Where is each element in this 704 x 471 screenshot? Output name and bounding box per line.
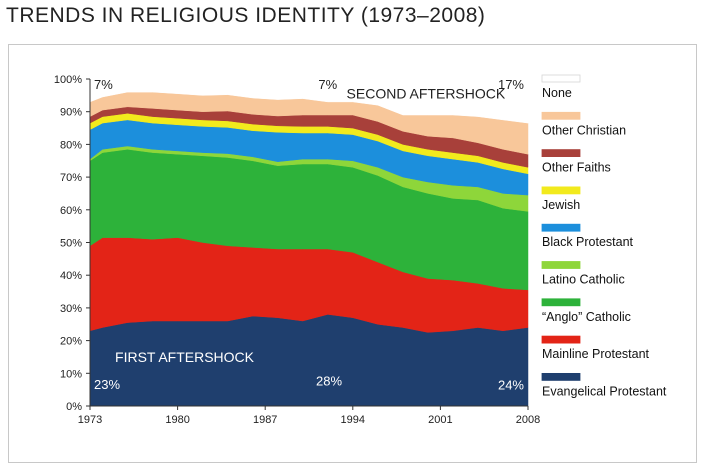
y-tick-label: 20%	[60, 336, 82, 348]
legend-label-other-christian: Other Christian	[542, 123, 626, 137]
y-tick-label: 70%	[60, 172, 82, 184]
data-label: 7%	[318, 77, 337, 92]
y-tick-label: 50%	[60, 238, 82, 250]
page-title: TRENDS IN RELIGIOUS IDENTITY (1973–2008)	[6, 4, 486, 27]
y-tick-label: 60%	[60, 205, 82, 217]
data-label: 7%	[94, 77, 113, 92]
legend-swatch-latino-catholic	[541, 261, 581, 269]
y-tick-label: 0%	[66, 401, 82, 413]
data-label: 17%	[498, 77, 524, 92]
legend-swatch-other-christian	[541, 111, 581, 120]
legend-swatch-anglo-catholic	[541, 298, 581, 307]
y-tick-label: 90%	[60, 107, 82, 119]
legend-swatch-other-faiths	[541, 149, 581, 158]
legend-label-black-protestant: Black Protestant	[542, 235, 634, 249]
annotation-second-aftershock: SECOND AFTERSHOCK	[347, 86, 506, 102]
legend-swatch-black-protestant	[541, 223, 581, 232]
legend-label-mainline-protestant: Mainline Protestant	[542, 347, 650, 361]
data-label: 28%	[316, 373, 342, 388]
x-tick-label: 1980	[165, 414, 189, 426]
legend-label-other-faiths: Other Faiths	[542, 161, 611, 175]
data-label: 24%	[498, 377, 524, 392]
legend-label-none: None	[542, 86, 572, 100]
y-tick-label: 80%	[60, 139, 82, 151]
legend-label-latino-catholic: Latino Catholic	[542, 273, 625, 287]
y-tick-label: 40%	[60, 270, 82, 282]
legend-label-evangelical-protestant: Evangelical Protestant	[542, 384, 667, 398]
legend-swatch-mainline-protestant	[541, 335, 581, 344]
x-tick-label: 1994	[341, 414, 365, 426]
y-tick-label: 10%	[60, 368, 82, 380]
data-label: 23%	[94, 377, 120, 392]
legend-label-anglo-catholic: “Anglo” Catholic	[542, 310, 631, 324]
x-tick-label: 2008	[516, 414, 540, 426]
legend-label-jewish: Jewish	[542, 198, 580, 212]
x-tick-label: 1987	[253, 414, 277, 426]
x-tick-label: 1973	[78, 414, 102, 426]
x-tick-label: 2001	[428, 414, 452, 426]
y-tick-label: 100%	[54, 74, 82, 86]
area-none	[89, 78, 529, 124]
legend-swatch-none	[541, 74, 581, 83]
y-tick-label: 30%	[60, 303, 82, 315]
legend-swatch-jewish	[541, 186, 581, 195]
annotation-first-aftershock: FIRST AFTERSHOCK	[115, 349, 255, 365]
legend-swatch-evangelical-protestant	[541, 372, 581, 381]
